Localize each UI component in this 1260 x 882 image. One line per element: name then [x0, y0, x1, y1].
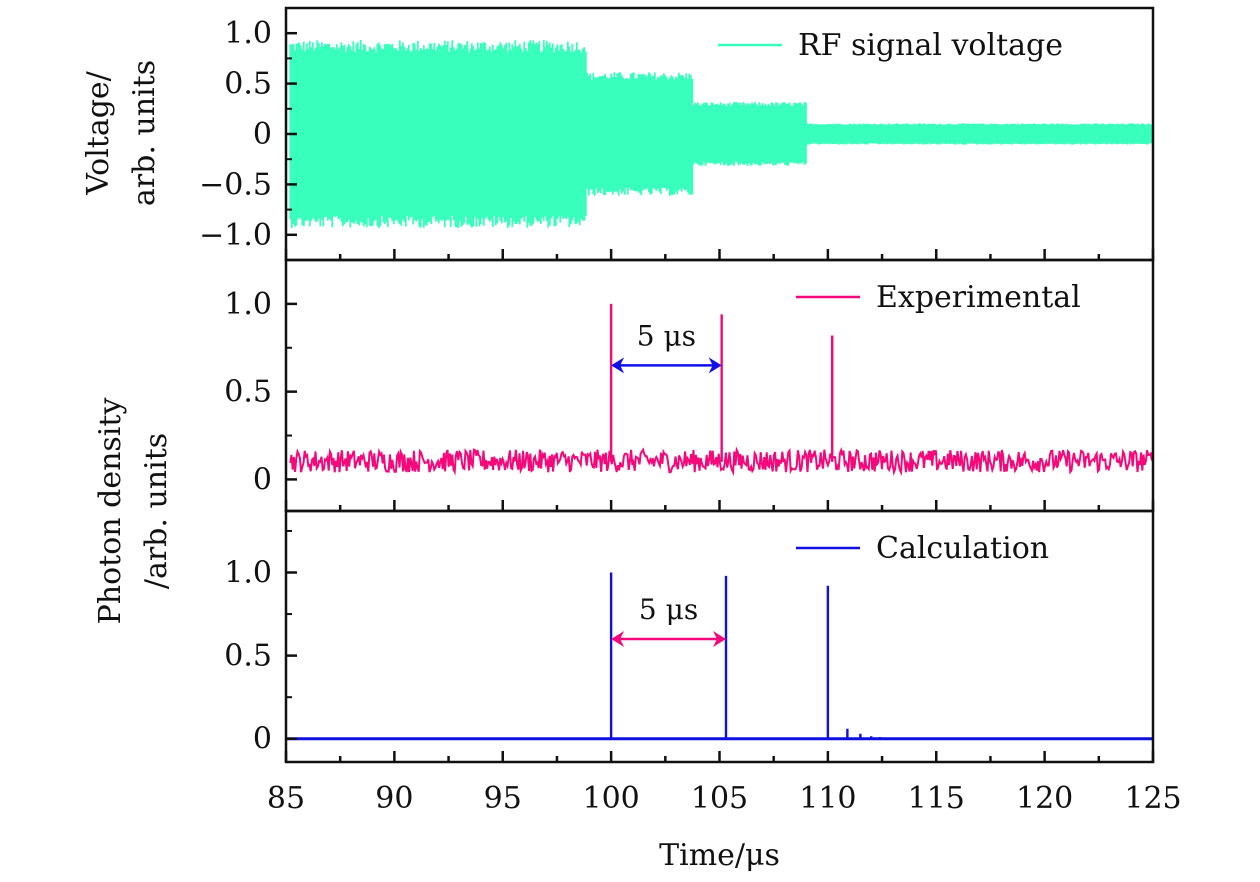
y-tick-label: 0 [253, 722, 272, 757]
y-tick-label: 0.5 [224, 67, 272, 102]
x-tick-label: 110 [799, 781, 856, 816]
experimental-noise-trace [289, 446, 1153, 477]
x-axis-title: Time/μs [659, 838, 780, 873]
experimental-interval-annotation: 5 μs [611, 319, 722, 374]
x-tick-label: 90 [375, 781, 413, 816]
calculation-legend: Calculation [796, 531, 1049, 566]
photon-y-axis-title-line1: Photon density [93, 398, 128, 625]
x-tick-label: 120 [1016, 781, 1073, 816]
y-tick-label: 0.5 [224, 639, 272, 674]
panels-group: −1.0 −0.5 0 0.5 1.0 RF signal voltage 0 0.5 1.0 E… [199, 6, 1155, 764]
interval-label: 5 μs [637, 319, 696, 352]
interval-label: 5 μs [639, 593, 698, 626]
x-tick-label: 105 [691, 781, 748, 816]
y-tick-label: 0.5 [224, 375, 272, 410]
calculation-series [286, 572, 1153, 741]
experimental-legend: Experimental [796, 280, 1081, 315]
panel-rf: −1.0 −0.5 0 0.5 1.0 RF signal voltage [199, 6, 1155, 262]
rf-legend: RF signal voltage [718, 28, 1063, 63]
x-tick-label: 125 [1124, 781, 1181, 816]
x-tick-label: 115 [908, 781, 965, 816]
y-tick-label: 1.0 [224, 287, 272, 322]
x-tick-label: 85 [267, 781, 305, 816]
y-tick-label: 0 [253, 462, 272, 497]
rf-y-axis-title-line1: Voltage/ [81, 70, 116, 195]
legend-label: Calculation [876, 531, 1049, 566]
photon-y-axis-title: Photon density /arb. units [93, 398, 174, 625]
y-tick-label: −0.5 [199, 167, 272, 202]
x-tick-label: 95 [484, 781, 522, 816]
arrow-head-left [611, 357, 625, 374]
y-tick-label: 1.0 [224, 16, 272, 51]
y-tick-label: 1.0 [224, 556, 272, 591]
rf-y-axis-title: Voltage/ arb. units [81, 60, 162, 206]
rf-y-axis-title-line2: arb. units [127, 60, 162, 206]
panel-experimental: 0 0.5 1.0 Experimental 5 μs [224, 258, 1155, 513]
arrow-head-left [611, 630, 625, 647]
rf-series [289, 40, 1153, 228]
calculation-interval-annotation: 5 μs [611, 593, 727, 647]
arrow-head-right [713, 630, 727, 647]
y-tick-label: −1.0 [199, 218, 272, 253]
y-tick-label: 0 [253, 117, 272, 152]
photon-y-axis-title-line2: /arb. units [139, 433, 174, 589]
legend-label: Experimental [876, 280, 1081, 315]
x-tick-labels: 85 90 95 100 105 110 115 120 125 [267, 781, 1182, 816]
experimental-series [289, 303, 1153, 477]
x-tick-label: 100 [582, 781, 639, 816]
rf-signal-trace [289, 40, 1153, 228]
legend-label: RF signal voltage [798, 28, 1063, 63]
arrow-head-right [708, 357, 722, 374]
panel-calculation: 0 0.5 1.0 Calculation 5 μs [224, 509, 1155, 764]
